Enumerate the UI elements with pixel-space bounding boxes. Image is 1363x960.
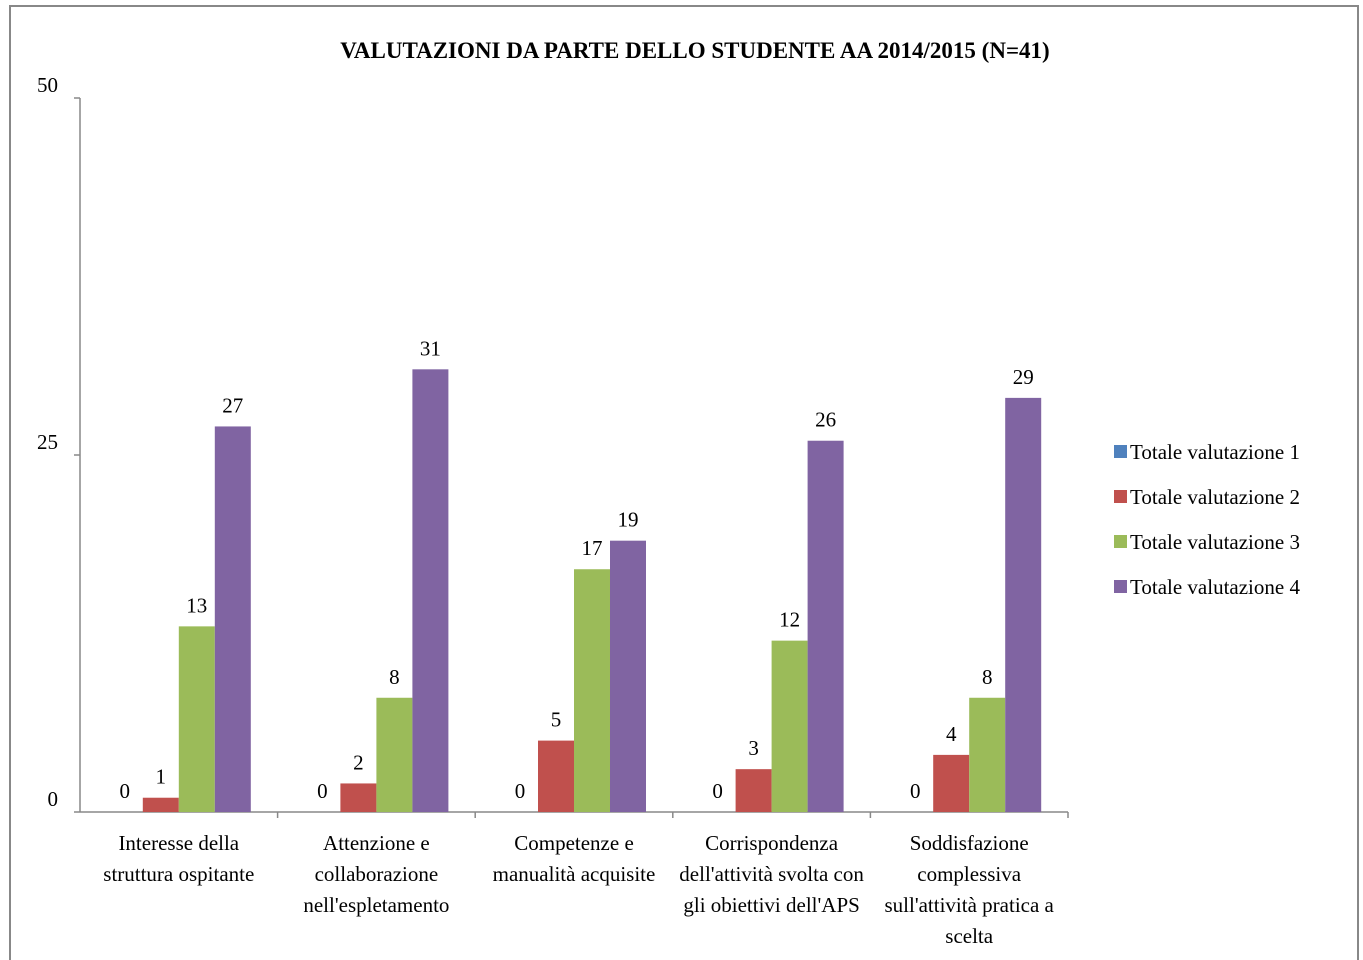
bar [1005,397,1042,812]
data-label: 13 [186,593,207,617]
x-tick-label: Soddisfazione complessiva sull'attività … [884,831,1054,948]
x-tick-label: Competenze e manualità acquisite [492,831,656,886]
legend-swatch [1114,445,1127,458]
legend-label: Totale valutazione 1 [1130,440,1300,464]
data-label: 2 [353,750,364,774]
data-label: 0 [317,779,328,803]
data-label: 0 [910,779,921,803]
chart-border [9,5,1359,960]
legend-label: Totale valutazione 4 [1130,575,1300,599]
bar [412,369,449,812]
data-label: 0 [120,779,131,803]
data-label: 8 [389,665,400,689]
data-label: 12 [779,608,800,632]
data-label: 0 [515,779,526,803]
data-label: 3 [748,736,759,760]
bar [340,783,377,812]
bar [214,426,251,812]
bar [178,626,215,812]
legend-swatch [1114,490,1127,503]
data-label: 26 [815,408,836,432]
bar [142,797,179,812]
bar [807,440,844,812]
data-label: 17 [582,536,603,560]
y-tick-label: 0 [48,787,59,811]
data-label: 19 [618,508,639,532]
bar [969,697,1006,812]
data-label: 8 [982,665,993,689]
legend-swatch [1114,535,1127,548]
data-label: 0 [712,779,723,803]
bar [574,569,610,812]
x-tick-label: Attenzione e collaborazione nell'espleta… [303,831,450,917]
bar [771,640,808,812]
y-tick-label: 50 [37,73,58,97]
bar [933,754,970,812]
data-label: 5 [551,708,562,732]
legend-label: Totale valutazione 3 [1130,530,1300,554]
bar [376,697,413,812]
legend-swatch [1114,580,1127,593]
bar [610,540,646,812]
x-tick-label: Corrispondenza dell'attività svolta con … [679,831,864,917]
data-label: 4 [946,722,957,746]
data-label: 1 [156,765,167,789]
data-label: 29 [1013,365,1034,389]
bar [538,740,574,812]
data-label: 31 [420,336,441,360]
data-label: 27 [222,393,243,417]
x-tick-label: Interesse della struttura ospitante [103,831,255,886]
legend-label: Totale valutazione 2 [1130,485,1300,509]
chart-title: VALUTAZIONI DA PARTE DELLO STUDENTE AA 2… [340,38,1049,63]
y-tick-label: 25 [37,430,58,454]
bar [735,769,772,812]
